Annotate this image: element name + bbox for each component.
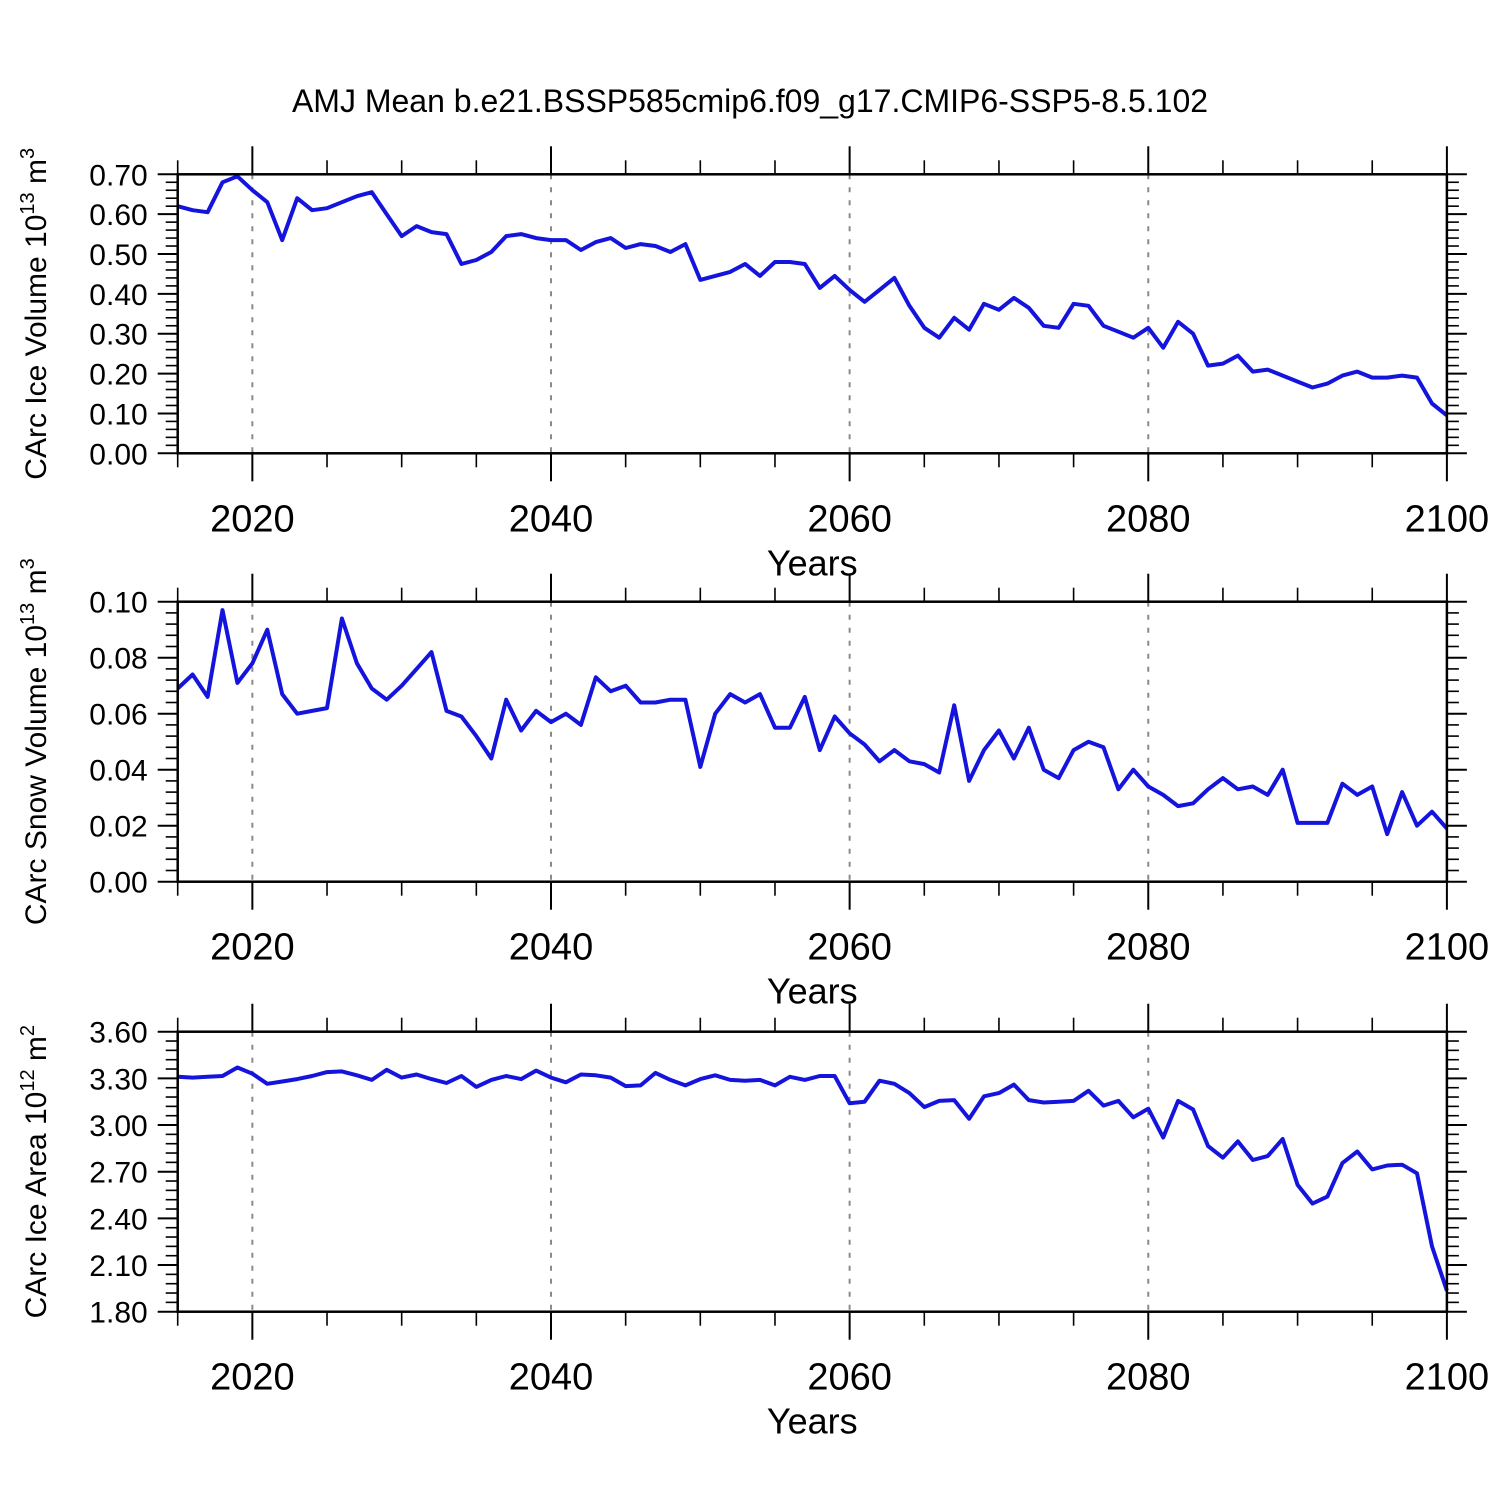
x-tick-label: 2020 [210, 927, 295, 969]
x-tick-label: 2100 [1405, 1357, 1490, 1399]
plot-frame [176, 1030, 1449, 1313]
x-axis-title: Years [767, 542, 858, 583]
y-tick-label: 0.20 [89, 359, 147, 392]
y-tick-label: 3.60 [89, 1017, 147, 1050]
x-tick-label: 2100 [1405, 927, 1490, 969]
x-tick-label: 2080 [1106, 1357, 1191, 1399]
y-tick-label: 0.06 [89, 699, 147, 732]
panel-snow-volume: 0.00 0.02 0.04 0.06 0.08 0.10 2020 2040 2060 2080… [17, 558, 1489, 1011]
x-tick-label: 2080 [1106, 498, 1191, 540]
data-line [177, 1065, 1449, 1292]
y-tick-label: 0.02 [89, 811, 147, 844]
x-axis-title: Years [767, 971, 858, 1012]
y-tick-label: 0.30 [89, 319, 147, 352]
y-tick-label: 0.10 [89, 587, 147, 620]
y-tick-label: 0.00 [89, 438, 147, 471]
y-tick-label: 2.10 [89, 1250, 147, 1283]
y-tick-label: 0.00 [89, 867, 147, 900]
y-tick-label: 0.70 [89, 159, 147, 192]
y-axis-title: CArc Ice Area 1012 m2 [17, 1025, 53, 1318]
x-tick-label: 2020 [210, 498, 295, 540]
y-tick-label: 3.30 [89, 1063, 147, 1096]
x-tick-label: 2060 [807, 1357, 892, 1399]
x-tick-label: 2100 [1405, 498, 1490, 540]
y-tick-label: 0.10 [89, 398, 147, 431]
panel-ice-area: 1.80 2.10 2.40 2.70 3.00 3.30 3.60 2020 2040 2060… [17, 1003, 1490, 1442]
x-tick-label: 2040 [509, 927, 594, 969]
y-axis-title: CArc Ice Volume 1013 m3 [17, 148, 53, 480]
x-tick-label: 2040 [509, 1357, 594, 1399]
y-tick-label: 0.04 [89, 755, 147, 788]
y-tick-label: 0.50 [89, 239, 147, 272]
y-tick-label: 1.80 [89, 1297, 147, 1330]
x-axis-title: Years [767, 1401, 858, 1442]
y-tick-label: 2.70 [89, 1157, 147, 1190]
plot-frame [176, 173, 1449, 455]
y-tick-label: 0.08 [89, 643, 147, 676]
y-tick-label: 0.60 [89, 199, 147, 232]
y-axis-title: CArc Snow Volume 1013 m3 [17, 558, 53, 925]
data-line [177, 174, 1449, 417]
x-tick-label: 2060 [807, 498, 892, 540]
plot-frame [176, 600, 1449, 883]
x-tick-label: 2060 [807, 927, 892, 969]
y-tick-label: 2.40 [89, 1203, 147, 1236]
data-line [176, 608, 1449, 837]
x-tick-label: 2020 [210, 1357, 295, 1399]
x-tick-label: 2080 [1106, 927, 1191, 969]
y-tick-label: 0.40 [89, 279, 147, 312]
chart-title: AMJ Mean b.e21.BSSP585cmip6.f09_g17.CMIP… [292, 83, 1208, 119]
y-tick-label: 3.00 [89, 1110, 147, 1143]
panel-ice-volume: 0.00 0.10 0.20 0.30 0.40 0.50 0.60 0.70 2020 2040… [17, 146, 1489, 583]
x-tick-label: 2040 [509, 498, 594, 540]
